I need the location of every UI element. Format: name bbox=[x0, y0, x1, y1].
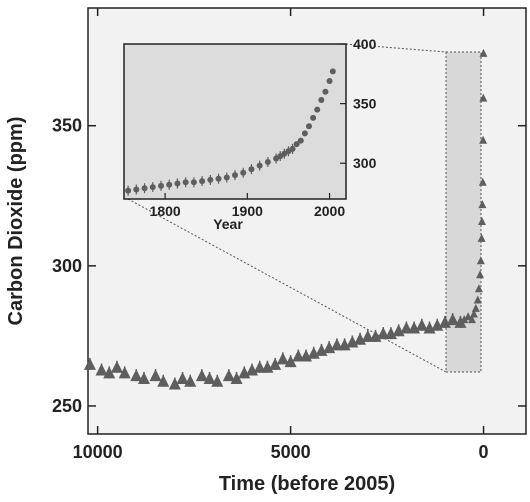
data-point bbox=[149, 369, 162, 382]
data-point bbox=[460, 315, 469, 324]
inset-x-tick-label: 1900 bbox=[232, 203, 263, 219]
inset-data-point bbox=[297, 137, 304, 144]
x-tick-label: 10000 bbox=[73, 442, 123, 462]
inset-data-point bbox=[289, 145, 296, 152]
inset-data-point bbox=[314, 106, 321, 113]
data-point bbox=[479, 48, 488, 57]
main-axis-ticks: 10000 5000 0 250 300 350 bbox=[52, 8, 526, 462]
inset-data-point bbox=[190, 179, 197, 186]
data-point bbox=[377, 327, 390, 340]
data-point bbox=[292, 349, 305, 362]
data-point bbox=[477, 233, 486, 242]
inset-y-tick-label: 350 bbox=[353, 96, 377, 112]
inset-data-point bbox=[264, 159, 271, 166]
data-point bbox=[454, 315, 467, 328]
data-point bbox=[157, 374, 170, 387]
inset-data-point bbox=[133, 186, 140, 193]
data-point bbox=[478, 177, 487, 186]
x-axis-label: Time (before 2005) bbox=[219, 473, 395, 495]
inset-y-tick-label: 400 bbox=[353, 36, 377, 52]
data-point bbox=[222, 369, 235, 382]
data-point bbox=[479, 93, 488, 102]
y-axis-label: Carbon Dioxide (ppm) bbox=[5, 117, 27, 326]
data-point bbox=[184, 374, 197, 387]
inset-x-tick-label: 2000 bbox=[314, 203, 345, 219]
data-point bbox=[478, 217, 487, 225]
data-point bbox=[230, 371, 243, 384]
data-point bbox=[130, 369, 143, 382]
inset-data-point bbox=[141, 185, 148, 192]
data-point bbox=[95, 363, 108, 376]
inset-data-point bbox=[215, 175, 222, 182]
y-tick-label: 350 bbox=[52, 116, 82, 136]
inset-data-point bbox=[310, 114, 317, 121]
data-point bbox=[469, 309, 478, 318]
main-data-series bbox=[83, 48, 488, 390]
inset-axis-ticks: 1800 1900 2000 300 350 400 bbox=[150, 36, 377, 219]
inset-data-point bbox=[174, 180, 181, 187]
y-tick-label: 250 bbox=[52, 396, 82, 416]
inset-data-point bbox=[326, 77, 333, 84]
inset-data-point bbox=[329, 68, 336, 75]
inset-x-tick-label: 1800 bbox=[150, 203, 181, 219]
inset-data-point bbox=[232, 172, 238, 179]
data-point bbox=[415, 318, 428, 331]
data-point bbox=[253, 360, 266, 373]
inset-data-point bbox=[223, 174, 230, 181]
inset-data-point bbox=[240, 169, 247, 176]
inset-data-point bbox=[306, 123, 312, 130]
data-point bbox=[269, 357, 282, 370]
data-point bbox=[464, 312, 473, 321]
data-point bbox=[478, 200, 487, 209]
data-point bbox=[446, 313, 459, 326]
inset-y-tick-label: 300 bbox=[353, 155, 377, 171]
data-point bbox=[473, 295, 482, 304]
data-point bbox=[361, 329, 374, 342]
inset-x-axis-label: Year bbox=[213, 216, 243, 232]
inset-data-point bbox=[158, 182, 164, 189]
inset-data-point bbox=[166, 181, 173, 188]
inset-data-point bbox=[199, 178, 206, 185]
zoom-guide-top bbox=[345, 43, 447, 53]
data-point bbox=[83, 357, 96, 370]
y-tick-label: 300 bbox=[52, 256, 82, 276]
data-point bbox=[168, 377, 181, 390]
data-point bbox=[103, 366, 116, 379]
inset-data-point bbox=[256, 162, 263, 169]
data-point bbox=[471, 303, 480, 312]
data-point bbox=[110, 360, 123, 373]
x-tick-label: 0 bbox=[479, 442, 489, 462]
data-point bbox=[118, 366, 131, 379]
inset-data-point bbox=[149, 184, 156, 191]
zoom-guide-bottom bbox=[127, 198, 447, 373]
inset-axes: 1800 1900 2000 300 350 400 Year bbox=[123, 36, 377, 232]
inset-data-point bbox=[293, 141, 300, 148]
data-point bbox=[476, 256, 485, 265]
data-point bbox=[479, 135, 488, 144]
data-point bbox=[195, 369, 208, 382]
inset-data-point bbox=[125, 187, 132, 194]
inset-data-point bbox=[207, 176, 214, 183]
data-point bbox=[137, 371, 150, 384]
data-point bbox=[400, 321, 413, 334]
inset-data-point bbox=[248, 166, 255, 173]
inset-data-point bbox=[301, 130, 308, 137]
data-point bbox=[474, 284, 483, 293]
x-tick-label: 5000 bbox=[271, 442, 311, 462]
inset-data-series bbox=[125, 68, 336, 196]
data-point bbox=[284, 355, 297, 368]
data-point bbox=[476, 270, 485, 279]
data-point bbox=[276, 352, 289, 365]
data-point bbox=[330, 338, 343, 351]
data-point bbox=[176, 371, 189, 384]
data-point bbox=[467, 315, 476, 324]
inset-data-point bbox=[322, 88, 329, 95]
data-point bbox=[203, 371, 216, 384]
inset-data-point bbox=[318, 97, 325, 104]
inset-data-point bbox=[182, 179, 189, 186]
data-point bbox=[211, 374, 224, 387]
